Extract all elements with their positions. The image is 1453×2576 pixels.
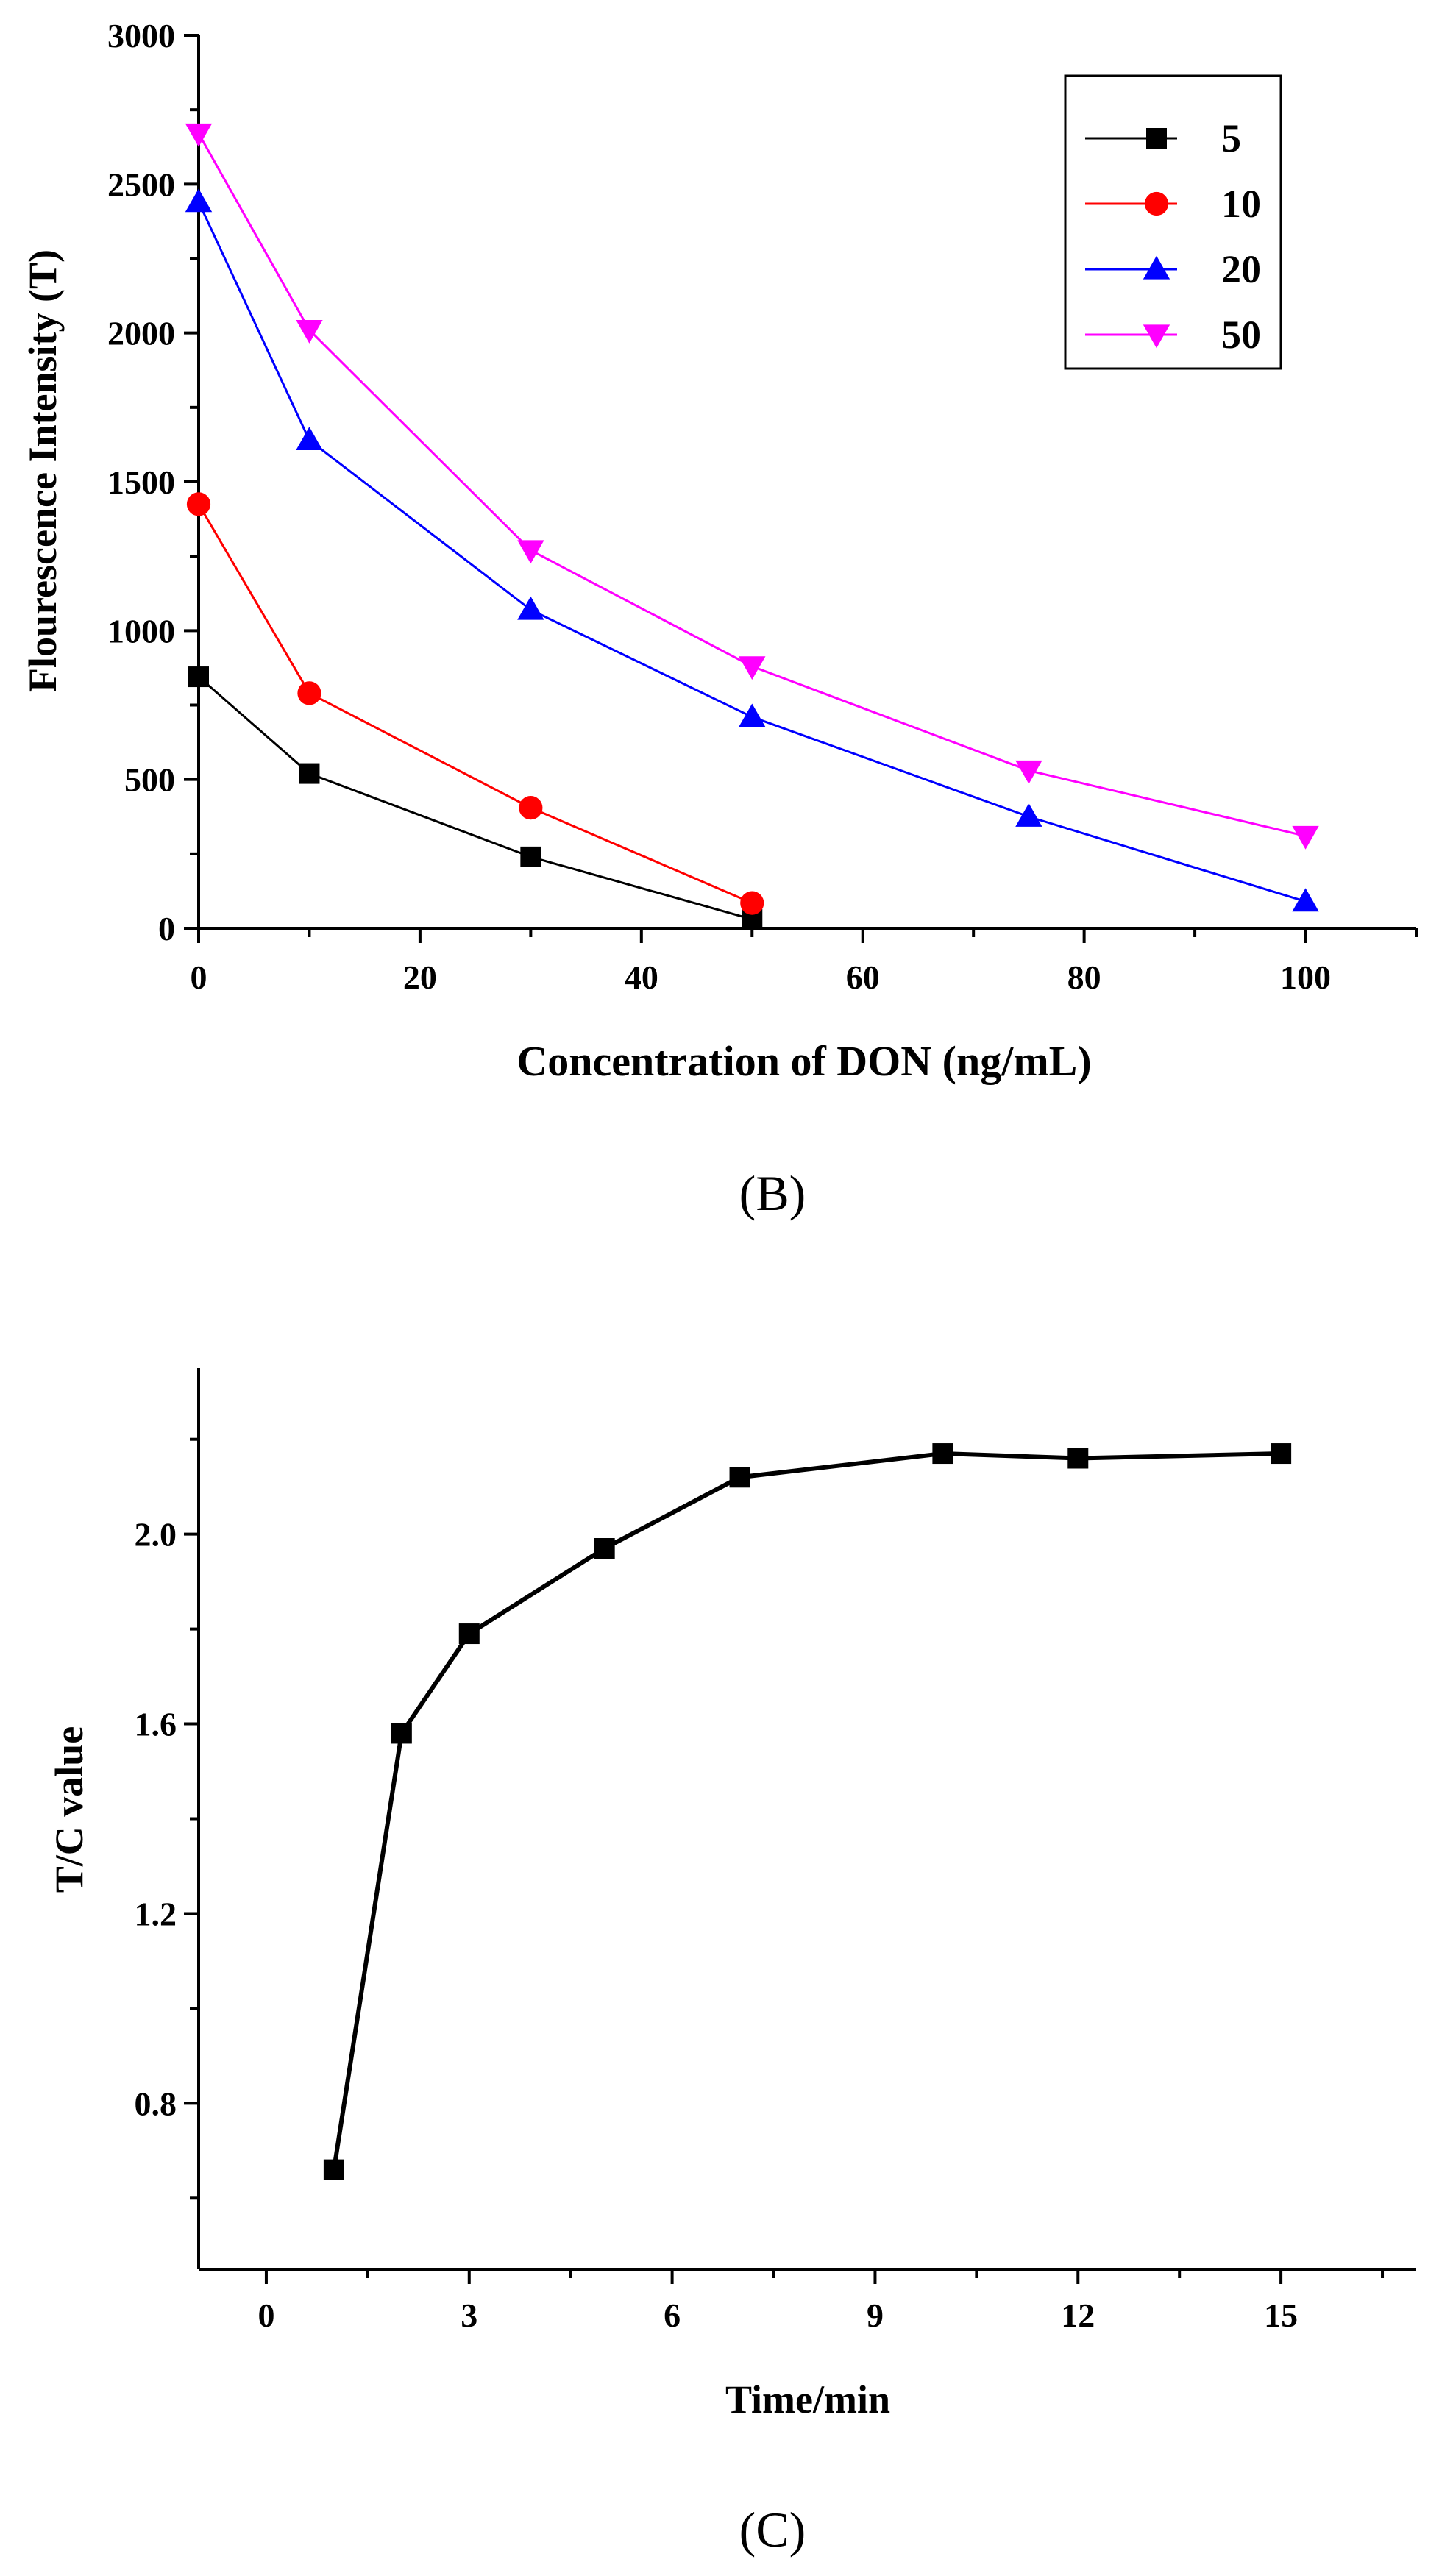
chart-b-series-line-10 xyxy=(197,503,753,904)
chart-b-legend-label-10: 10 xyxy=(1221,182,1261,226)
chart-b-x-tick-label: 40 xyxy=(625,958,658,996)
chart-b-point-50 xyxy=(1292,825,1319,850)
chart-b-legend: 5 10 20 50 xyxy=(1064,74,1282,370)
chart-c-x-tick-label: 0 xyxy=(257,2296,274,2334)
chart-b-legend-label-20: 20 xyxy=(1221,247,1261,291)
chart-b-y-tick-label: 0 xyxy=(158,910,175,947)
chart-b-axes xyxy=(197,35,1416,930)
chart-c-point xyxy=(458,1623,480,1645)
chart-b-point-10 xyxy=(740,891,764,915)
chart-b-point-20 xyxy=(739,703,766,727)
chart-b-point-20 xyxy=(1292,888,1319,912)
chart-b-y-tick-label: 2500 xyxy=(107,166,175,203)
chart-b-legend-label-5: 5 xyxy=(1221,116,1241,160)
chart-b-y-tick-label: 1500 xyxy=(107,463,175,501)
chart-c-ticks: 0 3 6 9 12 15 0.8 1.2 1.6 2.0 xyxy=(135,1437,1385,2334)
chart-b-legend-marker-20 xyxy=(1143,255,1170,280)
chart-b-y-axis-title: Flourescence Intensity (T) xyxy=(21,249,65,692)
chart-c-axes xyxy=(197,1368,1416,2271)
chart-b-series-5 xyxy=(188,666,763,930)
chart-b-x-axis-title: Concentration of DON (ng/mL) xyxy=(516,1037,1091,1085)
chart-c-series-tc xyxy=(323,1443,1292,2180)
chart-c-x-tick-label: 6 xyxy=(664,2296,681,2334)
chart-b-x-tick-label: 80 xyxy=(1067,958,1101,996)
chart-c-point xyxy=(932,1443,953,1465)
chart-b-point-50 xyxy=(1015,760,1042,784)
chart-b-point-10 xyxy=(519,796,543,820)
chart-b-y-tick-label: 3000 xyxy=(107,17,175,54)
chart-b-y-tick-label: 500 xyxy=(124,761,175,799)
chart-b-series-10 xyxy=(186,492,764,915)
chart-b-y-tick-label: 1000 xyxy=(107,612,175,650)
chart-c-point xyxy=(729,1467,750,1488)
chart-c-y-tick-label: 0.8 xyxy=(135,2085,177,2122)
chart-b-point-50 xyxy=(739,656,766,680)
chart-c-x-tick-label: 9 xyxy=(867,2296,884,2334)
chart-c-point xyxy=(1271,1443,1292,1465)
chart-b-series-line-20 xyxy=(197,201,1306,903)
chart-b-point-10 xyxy=(297,681,321,705)
chart-b-point-20 xyxy=(296,427,323,450)
chart-c-x-tick-label: 3 xyxy=(461,2296,477,2334)
chart-c-x-tick-label: 12 xyxy=(1061,2296,1095,2334)
chart-b-series-line-5 xyxy=(198,675,753,921)
chart-b-point-50 xyxy=(185,123,213,147)
chart-c-point xyxy=(391,1723,412,1744)
chart-b-x-tick-label: 20 xyxy=(403,958,437,996)
chart-c-y-tick-label: 1.6 xyxy=(135,1706,177,1743)
chart-b-x-tick-label: 60 xyxy=(846,958,880,996)
chart-b-point-10 xyxy=(186,492,211,516)
chart-b-point-50 xyxy=(296,319,323,344)
chart-c-x-axis-title: Time/min xyxy=(725,2377,890,2422)
chart-b-series-50 xyxy=(185,123,1319,850)
chart-b-point-20 xyxy=(1015,803,1042,827)
chart-c-point xyxy=(323,2159,344,2180)
chart-b-y-tick-label: 2000 xyxy=(107,315,175,352)
chart-b-point-50 xyxy=(517,540,544,564)
chart-c-y-tick-label: 1.2 xyxy=(135,1895,177,1932)
chart-c-y-tick-label: 2.0 xyxy=(135,1516,177,1554)
chart-panel-c: 0 3 6 9 12 15 0.8 1.2 1.6 2.0 Time/min T/C value xyxy=(47,1368,1416,2422)
chart-b-legend-marker-5 xyxy=(1146,128,1167,149)
chart-b-point-20 xyxy=(517,596,544,620)
chart-b-point-5 xyxy=(520,846,541,867)
chart-c-x-tick-label: 15 xyxy=(1264,2296,1298,2334)
chart-c-y-axis-title: T/C value xyxy=(47,1726,91,1893)
panel-b-caption: (B) xyxy=(739,1165,806,1221)
chart-c-point xyxy=(1067,1448,1089,1469)
chart-b-series xyxy=(185,123,1319,930)
chart-c-series xyxy=(323,1443,1292,2180)
chart-b-legend-marker-50 xyxy=(1143,324,1170,349)
chart-c-point xyxy=(594,1538,615,1559)
chart-b-series-line-50 xyxy=(197,132,1306,838)
chart-b-x-tick-label: 0 xyxy=(191,958,207,996)
panel-c-caption: (C) xyxy=(739,2502,806,2558)
chart-b-x-tick-label: 100 xyxy=(1280,958,1331,996)
chart-b-legend-marker-10 xyxy=(1144,191,1169,216)
chart-b-point-5 xyxy=(299,763,320,784)
chart-b-legend-label-50: 50 xyxy=(1221,313,1261,357)
chart-b-point-20 xyxy=(185,188,213,213)
chart-b-legend-box xyxy=(1064,74,1282,370)
chart-b-series-20 xyxy=(185,188,1319,912)
chart-b-point-5 xyxy=(188,666,209,688)
chart-c-series-line xyxy=(331,1451,1282,2171)
